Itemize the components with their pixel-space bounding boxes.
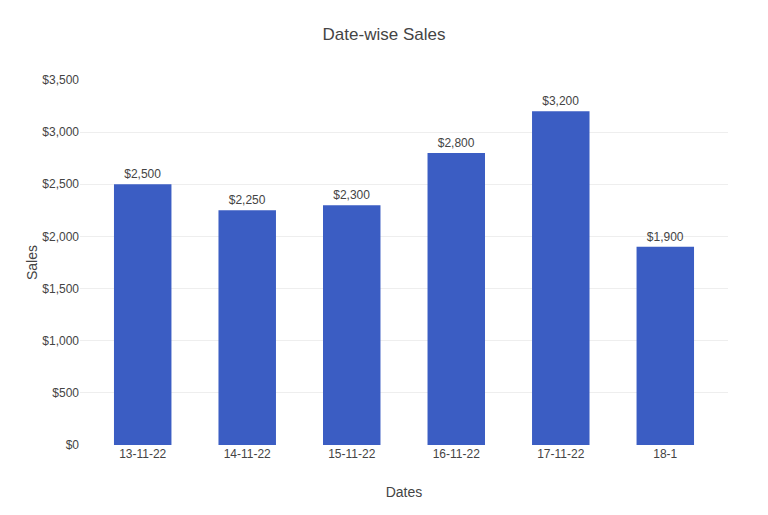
svg-text:$2,250: $2,250 [229,193,266,207]
svg-text:$2,500: $2,500 [124,167,161,181]
svg-text:15-11-22: 15-11-22 [328,447,375,461]
svg-text:$500: $500 [52,386,79,400]
svg-text:$3,200: $3,200 [542,94,579,108]
svg-text:$1,500: $1,500 [42,282,79,296]
svg-text:$2,000: $2,000 [42,230,79,244]
svg-text:$2,500: $2,500 [42,177,79,191]
svg-text:17-11-22: 17-11-22 [537,447,584,461]
svg-text:$2,800: $2,800 [438,136,475,150]
svg-text:$3,500: $3,500 [42,73,79,87]
svg-text:16-11-22: 16-11-22 [433,447,480,461]
svg-text:$3,000: $3,000 [42,125,79,139]
svg-text:$1,900: $1,900 [647,230,684,244]
svg-text:Dates: Dates [386,484,423,500]
svg-text:$0: $0 [66,438,80,452]
svg-text:$1,000: $1,000 [42,334,79,348]
svg-text:Sales: Sales [24,245,40,280]
svg-text:13-11-22: 13-11-22 [119,447,166,461]
svg-text:18-1: 18-1 [653,447,677,461]
svg-text:Date-wise Sales: Date-wise Sales [323,25,446,44]
svg-text:14-11-22: 14-11-22 [224,447,271,461]
svg-text:$2,300: $2,300 [333,188,370,202]
